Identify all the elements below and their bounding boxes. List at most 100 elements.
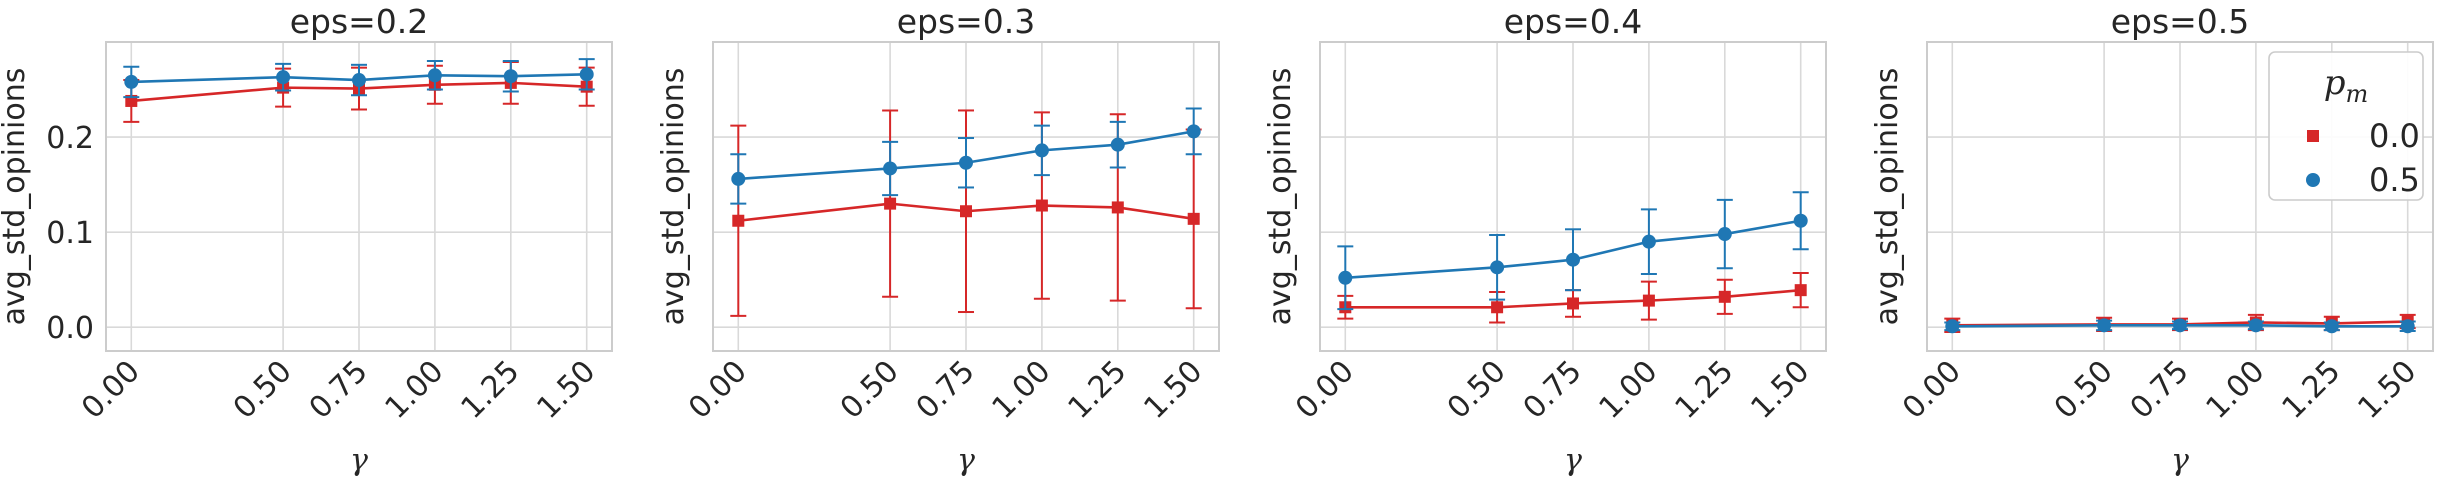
panel-0: eps=0.2 0.0 0.1 0.2 0.00 0.50 0.75 1.00 1.25 1.50…: [0, 2, 613, 478]
x-tick-label: 0.50: [2048, 354, 2120, 426]
x-tick-label: 1.25: [1061, 354, 1133, 426]
data-point: [884, 197, 897, 210]
data-point: [1491, 301, 1504, 314]
x-tick-label: 1.00: [1593, 354, 1665, 426]
data-point: [960, 205, 972, 218]
data-point: [1111, 201, 1124, 214]
y-axis-label: avg_std_opinions: [1263, 68, 1298, 326]
series-line: [131, 81, 587, 103]
series-line: [738, 130, 1194, 181]
data-point: [503, 69, 518, 84]
y-tick-label: 0.0: [46, 311, 94, 346]
x-tick-label: 0.75: [910, 354, 982, 426]
data-point: [1566, 252, 1580, 267]
x-tick-label: 1.00: [379, 354, 451, 426]
data-point: [427, 68, 442, 83]
data-point: [1034, 143, 1049, 158]
x-tick-label: 0.75: [1517, 354, 1589, 426]
data-point: [959, 155, 973, 170]
data-point: [124, 74, 139, 89]
data-point: [2248, 318, 2263, 333]
data-point: [1186, 124, 1201, 139]
x-tick-label: 1.50: [1744, 354, 1816, 426]
legend-label: 0.5: [2369, 161, 2420, 199]
panel-title: eps=0.2: [290, 2, 429, 41]
data-point: [352, 73, 366, 88]
x-tick-label: 0.50: [1441, 354, 1513, 426]
series-line: [1952, 324, 2408, 328]
x-tick-label: 0.75: [303, 354, 375, 426]
data-point: [883, 161, 898, 176]
series-line: [738, 202, 1194, 223]
data-point: [731, 171, 746, 186]
plot-frame: [1926, 41, 2434, 352]
series-line: [131, 73, 587, 84]
x-axis-label: γ: [1564, 443, 1582, 478]
series-line: [1345, 219, 1801, 280]
y-axis-label: avg_std_opinions: [656, 68, 691, 326]
legend-label: 0.0: [2369, 117, 2420, 155]
data-point: [1110, 137, 1125, 152]
panel-title: eps=0.3: [897, 2, 1036, 41]
y-axis-label: avg_std_opinions: [0, 68, 32, 326]
panel-title: eps=0.4: [1504, 2, 1643, 41]
x-tick-label: 1.00: [986, 354, 1058, 426]
series-1: [730, 107, 1202, 205]
series-line: [1345, 288, 1801, 309]
x-tick-label: 0.00: [682, 354, 754, 426]
data-point: [1187, 212, 1200, 225]
data-point: [2400, 319, 2415, 334]
legend-marker: [2306, 173, 2320, 187]
plot-frame: [712, 41, 1220, 352]
legend-box: [2268, 51, 2424, 201]
data-point: [1945, 319, 1960, 334]
series-1: [123, 58, 595, 99]
x-tick-label: 0.00: [1896, 354, 1968, 426]
data-point: [2097, 318, 2112, 333]
x-tick-label: 0.50: [227, 354, 299, 426]
x-tick-label: 1.25: [454, 354, 526, 426]
x-tick-label: 1.50: [2351, 354, 2423, 426]
y-axis-label: avg_std_opinions: [1870, 68, 1905, 326]
x-tick-label: 0.75: [2124, 354, 2196, 426]
y-tick-label: 0.1: [46, 216, 94, 251]
panel-2: eps=0.4 0.00 0.50 0.75 1.00 1.25 1.50 avg_std_o…: [1263, 2, 1827, 478]
series-1: [1337, 191, 1809, 311]
data-point: [1717, 227, 1732, 242]
data-point: [1338, 270, 1353, 285]
x-tick-label: 1.00: [2200, 354, 2272, 426]
x-tick-label: 1.25: [1668, 354, 1740, 426]
data-point: [1793, 213, 1808, 228]
legend: pm0.00.5: [2268, 51, 2424, 201]
data-point: [732, 214, 745, 227]
x-tick-label: 1.50: [530, 354, 602, 426]
panel-title: eps=0.5: [2111, 2, 2250, 41]
data-point: [1794, 284, 1807, 297]
data-point: [1641, 234, 1656, 249]
x-tick-label: 0.50: [834, 354, 906, 426]
series-1: [1944, 318, 2416, 334]
x-tick-label: 0.00: [1289, 354, 1361, 426]
legend-title-subscript: m: [2346, 80, 2369, 108]
data-point: [579, 67, 594, 82]
data-point: [1490, 260, 1505, 275]
data-point: [2324, 319, 2339, 334]
data-point: [1642, 294, 1655, 307]
x-axis-label: γ: [2171, 443, 2189, 478]
data-point: [2173, 318, 2187, 333]
plot-frame: [105, 41, 613, 352]
data-point: [276, 70, 291, 85]
data-point: [1718, 290, 1731, 303]
x-axis-label: γ: [957, 443, 975, 478]
y-tick-label: 0.2: [46, 121, 94, 156]
x-tick-label: 1.25: [2275, 354, 2347, 426]
x-tick-label: 0.00: [75, 354, 147, 426]
x-axis-label: γ: [350, 443, 368, 478]
data-point: [1567, 297, 1579, 310]
legend-marker: [2307, 130, 2319, 142]
panel-1: eps=0.3 0.00 0.50 0.75 1.00 1.25 1.50 avg_std_o…: [656, 2, 1220, 478]
x-tick-label: 1.50: [1137, 354, 1209, 426]
data-point: [1035, 199, 1048, 212]
plot-frame: [1319, 41, 1827, 352]
